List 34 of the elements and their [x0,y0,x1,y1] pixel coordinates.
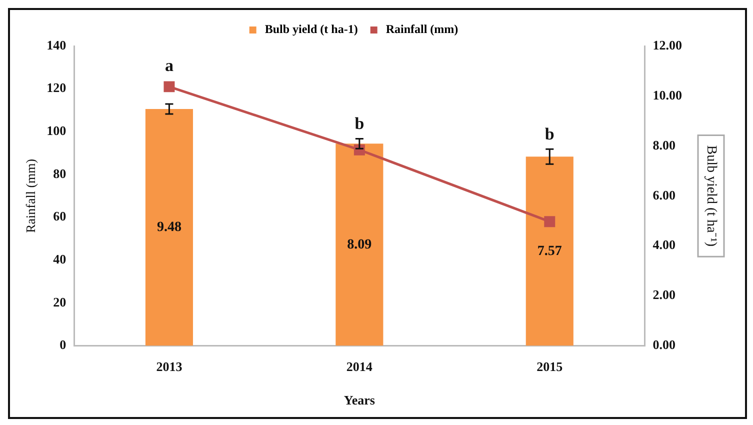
x-tick-label: 2014 [346,358,373,374]
y-tick-label: 60 [53,208,66,224]
x-tick-label: 2013 [156,358,183,374]
legend-label: Bulb yield (t ha-1) [264,22,358,36]
y-tick-label: 140 [46,37,66,52]
y-axis-title: Rainfall (mm) [23,158,38,233]
x-axis-title: Years [344,392,375,408]
y2-axis-title: Bulb yield (t ha⁻¹) [703,145,718,247]
y-tick-label: 0 [60,337,66,352]
annotation: b [354,114,364,134]
point [544,216,556,228]
data-label: 7.57 [537,244,562,259]
y-tick-label: 120 [46,80,66,96]
y-tick-label: 100 [46,123,66,138]
y-tick-label: 40 [53,252,66,266]
annotation: b [544,124,554,144]
y2-tick-label: 4.00 [652,237,676,252]
annotation: a [164,56,174,76]
data-label: 8.09 [347,237,372,252]
bar [336,144,384,346]
y2-tick-label: 6.00 [652,187,676,202]
y2-tick-label: 0.00 [652,337,676,352]
y2-tick-label: 10.00 [652,87,682,102]
y-tick-label: 20 [53,294,66,310]
bar [145,108,193,346]
legend-label: Rainfall (mm) [386,22,458,36]
y-tick-label: 80 [53,166,66,181]
point [164,81,175,92]
y2-tick-label: 12.00 [652,37,682,52]
x-tick-label: 2015 [536,358,564,374]
bar [526,156,574,346]
data-label: 9.48 [156,220,182,235]
y2-tick-label: 8.00 [652,137,676,152]
y2-tick-label: 2.00 [652,287,676,302]
